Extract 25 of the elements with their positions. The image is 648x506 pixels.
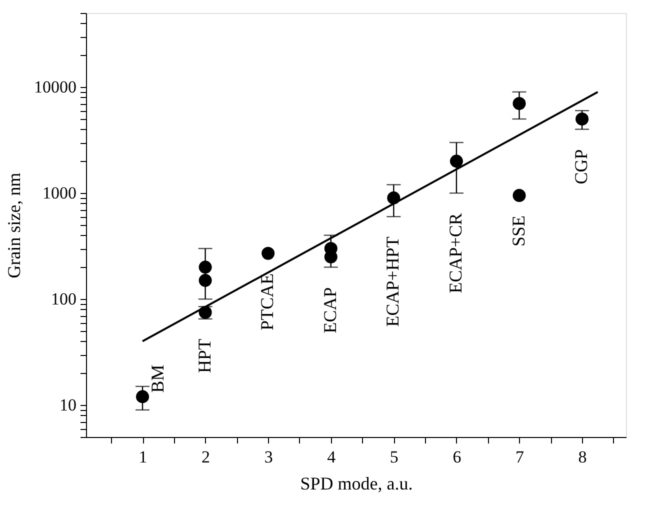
annotation: ECAP+CR [445,213,466,294]
point [512,188,526,202]
annotation: BM [148,364,168,393]
annotation: ECAP+HPT [382,236,403,327]
y-axis-title: Grain size, nm [4,172,24,278]
x-tick-label: 7 [516,448,525,466]
x-tick-label: 3 [264,448,273,466]
x-axis-title: SPD mode, a.u. [300,474,413,494]
y-tick-label: 10000 [34,78,76,97]
x-tick-label: 2 [202,448,210,466]
annotation: CGP [571,149,592,184]
annotation: HPT [194,338,214,373]
annotation: PTCAE [257,273,278,330]
x-tick-label: 8 [578,448,587,466]
point [576,112,589,126]
y-tick-label: 10 [60,396,76,415]
annotation: ECAP [320,287,340,334]
x-tick-label: 1 [138,448,148,466]
annotation: SSE [508,215,528,246]
x-tick-label: 4 [327,448,336,466]
y-tick-label: 100 [51,290,76,309]
x-tick-label: 5 [390,448,398,466]
point [262,246,275,260]
y-tick-label: 1000 [42,184,76,203]
x-tick-label: 6 [452,448,462,466]
